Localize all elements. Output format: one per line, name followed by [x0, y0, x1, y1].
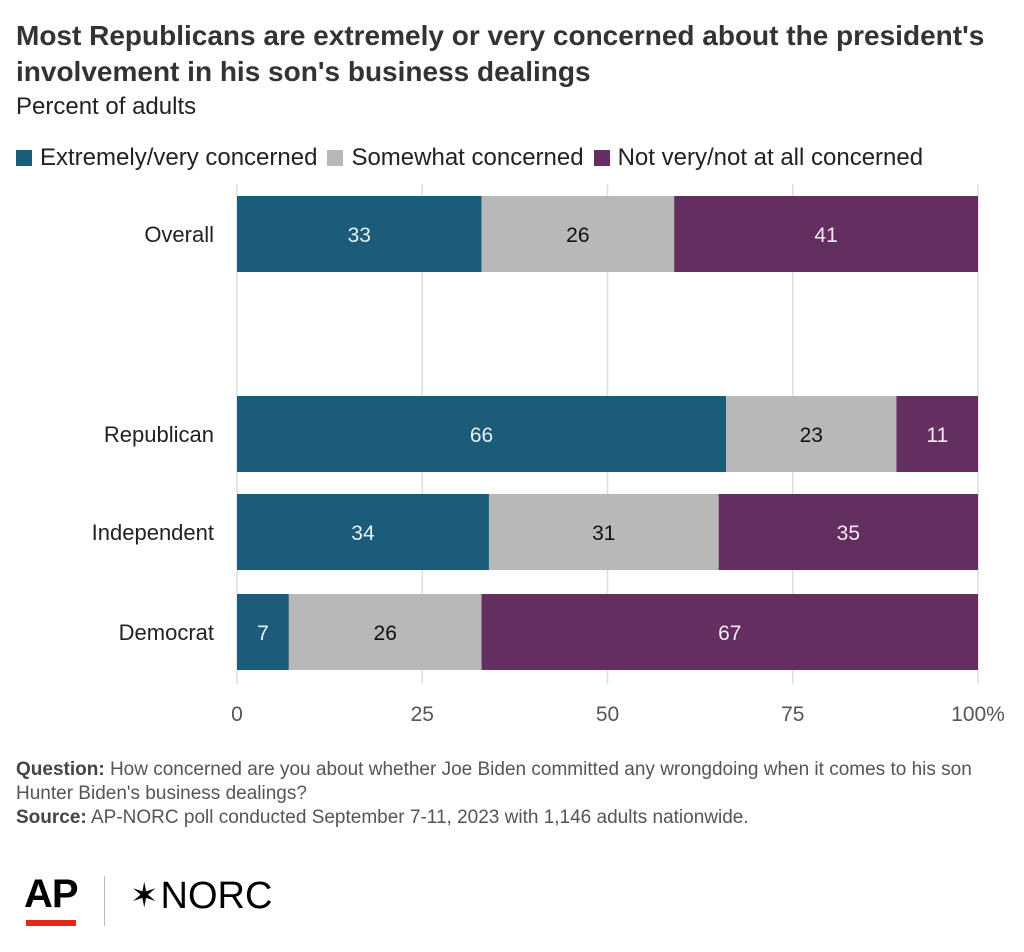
legend-item-extremely-very: Extremely/very concerned [16, 143, 317, 173]
x-tick-label: 0 [231, 703, 243, 726]
category-label: Democrat [119, 620, 214, 645]
data-label: 41 [814, 224, 837, 247]
legend-label: Somewhat concerned [351, 144, 584, 171]
category-label: Independent [92, 520, 214, 545]
norc-logo: ✶ NORC [130, 874, 272, 918]
legend-label: Extremely/very concerned [40, 144, 318, 171]
legend-item-somewhat: Somewhat concerned [327, 143, 584, 173]
source-note: Source: AP-NORC poll conducted September… [16, 806, 1006, 830]
ap-logo: AP [24, 872, 79, 916]
data-label: 33 [348, 224, 371, 247]
bar-segment [674, 196, 978, 272]
data-label: 23 [800, 424, 823, 447]
data-label: 67 [718, 622, 741, 645]
chart-title: Most Republicans are extremely or very c… [16, 20, 985, 87]
ap-logo-underline [26, 920, 76, 926]
data-label: 26 [374, 622, 397, 645]
logos: AP ✶ NORC [24, 870, 424, 930]
data-label: 66 [470, 424, 493, 447]
legend-swatch [327, 150, 344, 166]
bar-segment [288, 594, 482, 670]
chart-notes: Question: How concerned are you about wh… [16, 758, 1006, 830]
x-tick-label: 25 [411, 703, 434, 726]
x-tick-label: 100% [951, 703, 1005, 726]
x-tick-label: 50 [596, 703, 619, 726]
data-label: 31 [592, 522, 615, 545]
chart-subtitle: Percent of adults [16, 93, 197, 120]
legend-label: Not very/not at all concerned [617, 144, 924, 171]
bar-segment [481, 196, 675, 272]
data-label: 34 [351, 522, 375, 545]
question-note: Question: How concerned are you about wh… [16, 758, 1006, 806]
source-label: Source: [16, 807, 87, 828]
norc-star-icon: ✶ [130, 877, 159, 915]
bar-segment [237, 396, 727, 472]
legend: Extremely/very concerned Somewhat concer… [16, 143, 933, 173]
x-tick-label: 75 [781, 703, 804, 726]
stacked-bar-chart: Overall 33 26 41 Republican 66 23 11 Independent… [92, 184, 1005, 726]
bar-segment [726, 396, 897, 472]
question-label: Question: [16, 759, 105, 780]
norc-logo-text: NORC [160, 875, 273, 917]
bar-segment [237, 196, 482, 272]
category-label: Republican [104, 422, 214, 447]
bar-segment [481, 594, 978, 670]
data-label: 26 [566, 224, 589, 247]
logo-divider [104, 876, 105, 926]
source-text: AP-NORC poll conducted September 7-11, 2… [90, 807, 749, 828]
bar-segment [237, 594, 289, 670]
question-text: How concerned are you about whether Joe … [16, 759, 972, 804]
data-label: 11 [926, 424, 948, 447]
legend-item-not-very: Not very/not at all concerned [593, 143, 924, 173]
bar-segment [896, 396, 978, 472]
bar-segment [718, 494, 978, 570]
data-label: 35 [837, 522, 860, 545]
category-label: Overall [144, 222, 214, 247]
bar-segment [488, 494, 719, 570]
legend-swatch [16, 150, 32, 166]
legend-swatch [593, 150, 610, 166]
data-label: 7 [257, 622, 269, 645]
bar-segment [237, 494, 489, 570]
